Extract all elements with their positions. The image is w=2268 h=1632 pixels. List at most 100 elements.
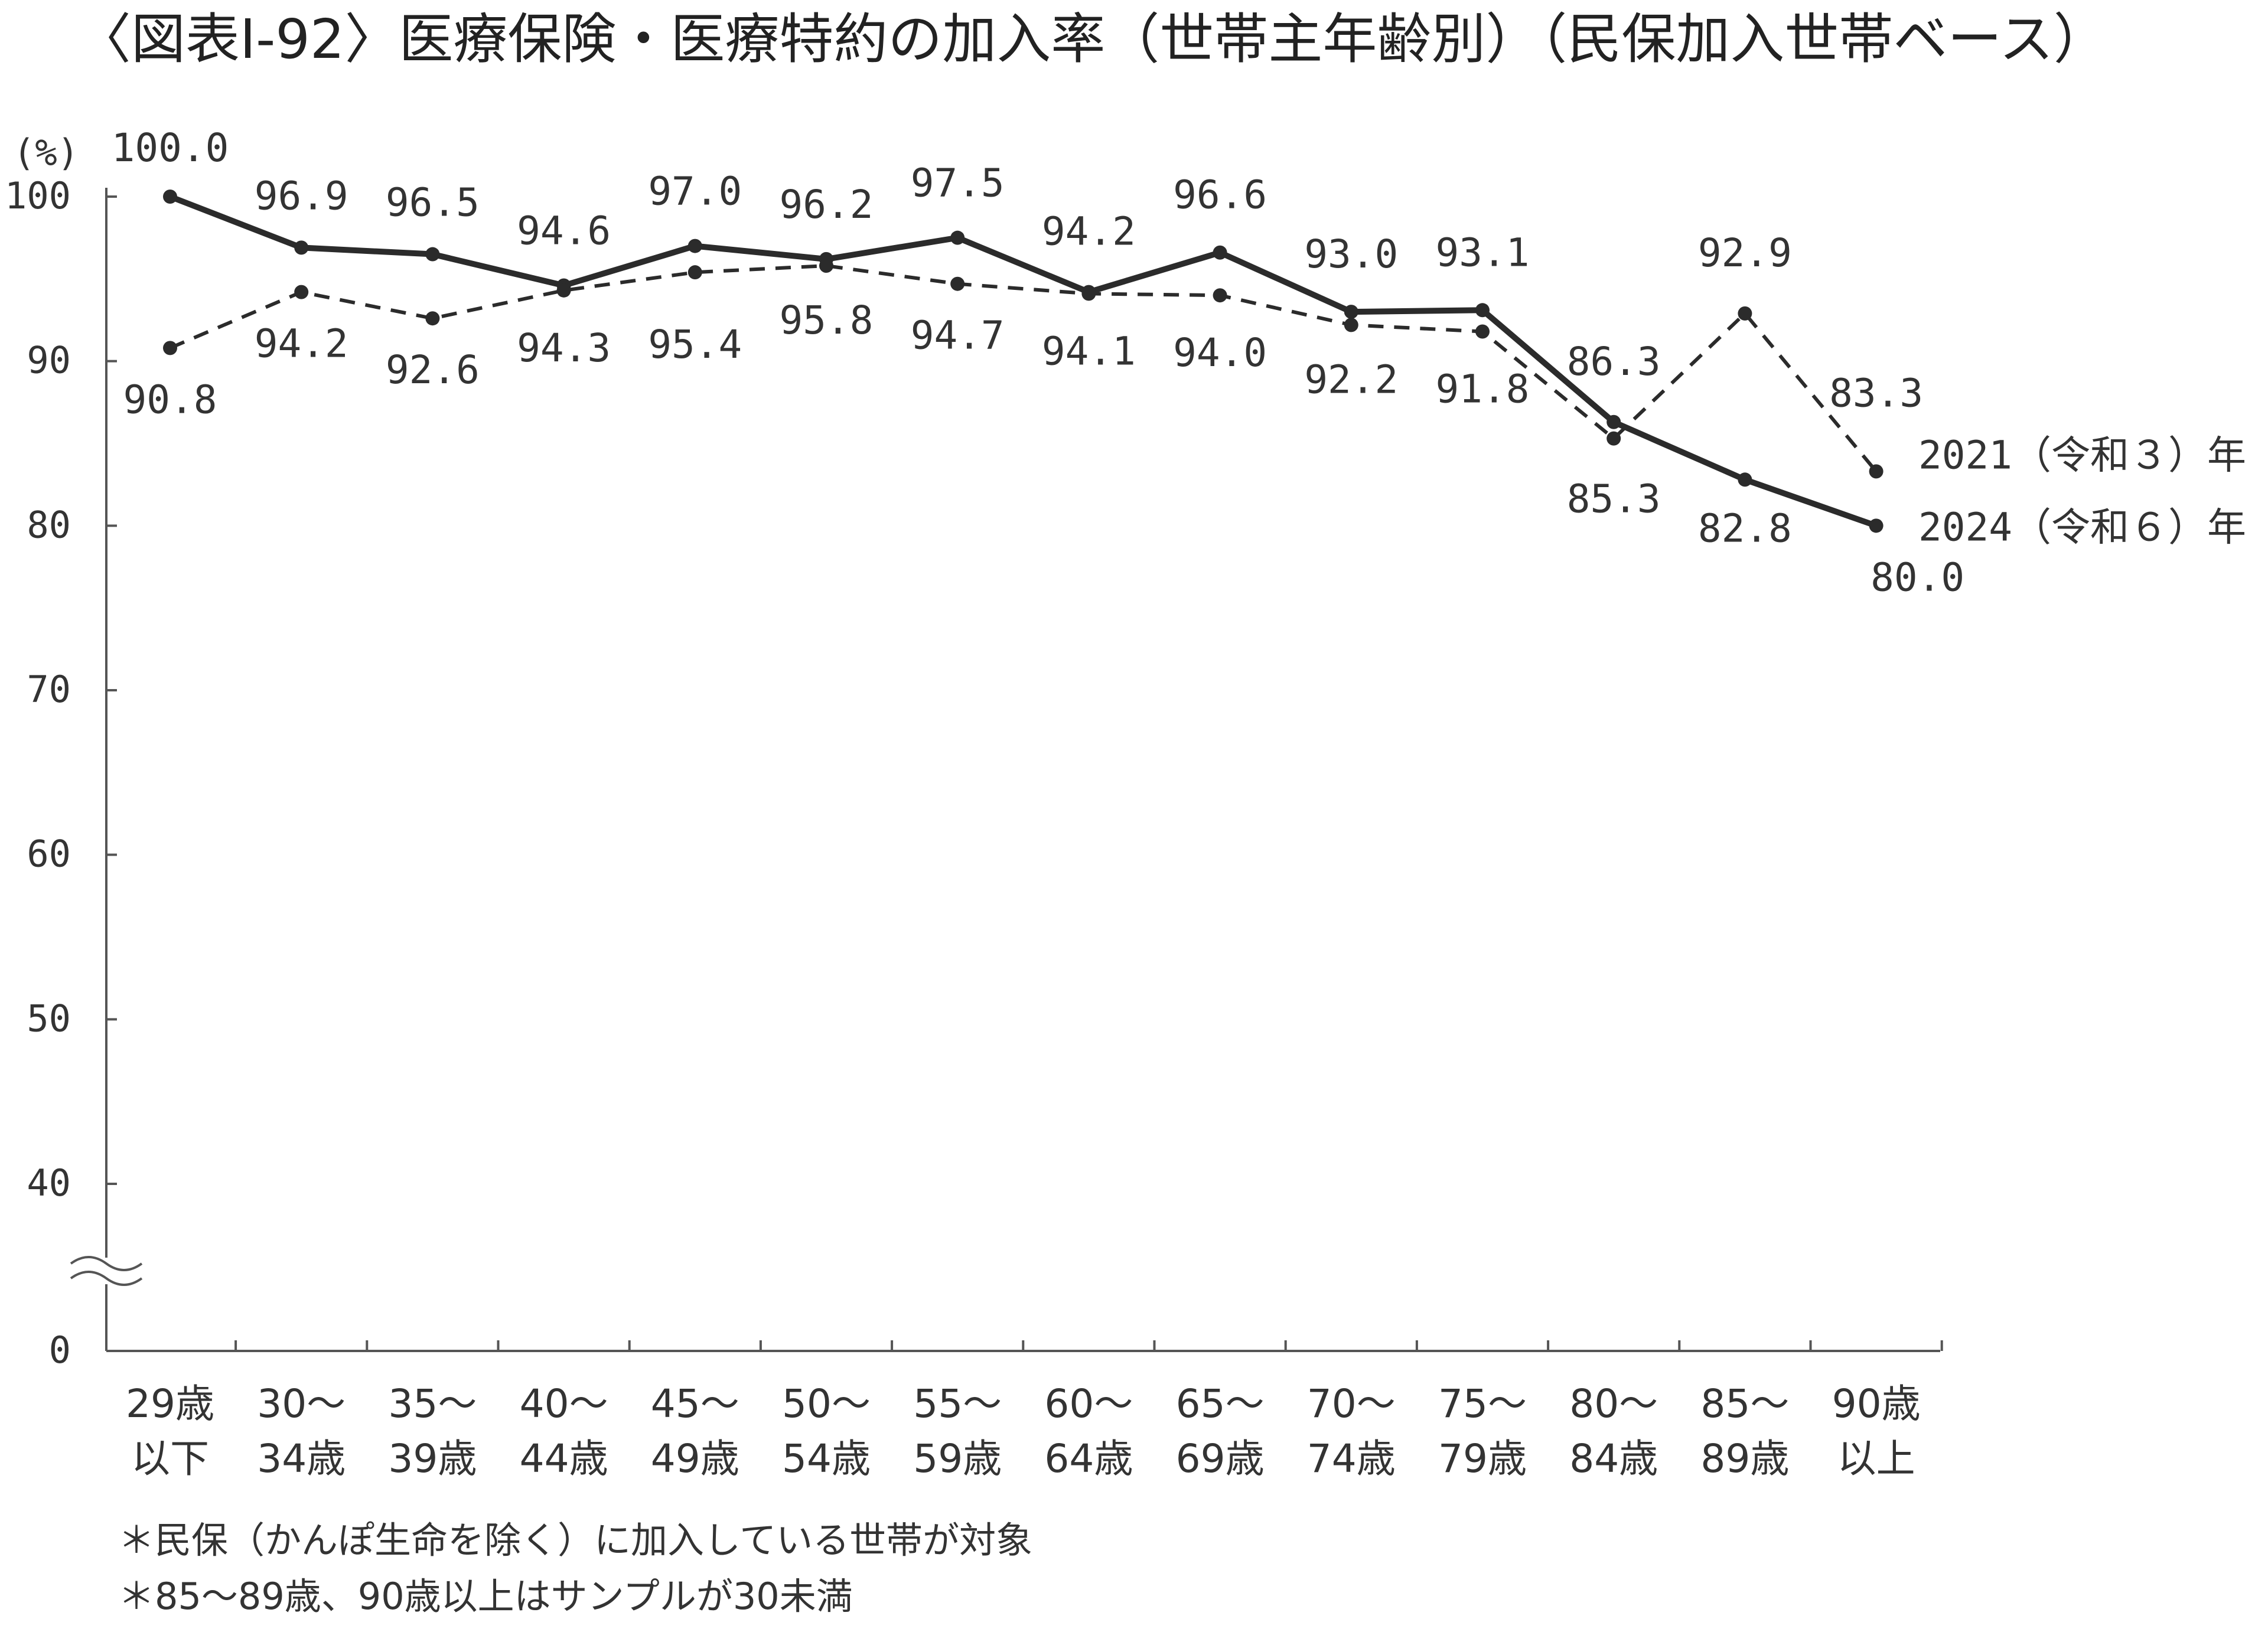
y-tick-label: 80 (27, 503, 71, 546)
x-category-label-line1: 30～ (257, 1381, 346, 1427)
x-category-label-line2: 以上 (1837, 1436, 1915, 1481)
x-category-label-line2: 89歳 (1700, 1436, 1789, 1481)
y-tick-label: 70 (27, 668, 71, 711)
x-category-label-line1: 40～ (520, 1381, 608, 1427)
data-label-2021: 92.2 (1304, 357, 1398, 402)
legend-2021: 2021（令和３）年 (1918, 432, 2246, 478)
x-category-label-line2: 44歳 (520, 1436, 608, 1481)
axis-break-mark (70, 1256, 143, 1286)
data-label-2021: 92.9 (1698, 230, 1792, 276)
data-label-2021: 95.8 (780, 298, 874, 343)
legend-2024: 2024（令和６）年 (1918, 504, 2246, 550)
data-label-2024: 80.0 (1871, 554, 1964, 600)
data-label-2024: 97.0 (648, 169, 742, 214)
y-tick-label: 50 (27, 997, 71, 1040)
data-label-2024: 82.8 (1698, 505, 1792, 551)
data-label-2024: 93.0 (1304, 231, 1398, 277)
data-point (819, 259, 833, 273)
x-category-label-line2: 49歳 (651, 1436, 739, 1481)
x-category-label-line2: 以下 (131, 1436, 209, 1481)
y-tick-label: 100 (5, 174, 71, 217)
data-point (163, 341, 177, 355)
data-point (1475, 303, 1490, 318)
data-labels: 100.0 96.9 96.5 94.6 97.0 96.2 97.5 94.2 96.6 93.… (112, 125, 1964, 600)
data-label-2024: 94.2 (1042, 209, 1136, 254)
data-point (294, 240, 309, 255)
x-category-label-line1: 50～ (782, 1381, 871, 1427)
data-point (1475, 324, 1490, 339)
x-category-label-line1: 55～ (913, 1381, 1002, 1427)
data-label-2024: 94.6 (517, 208, 611, 253)
x-category-label-line1: 90歳 (1832, 1381, 1921, 1427)
x-category-label-line1: 85～ (1700, 1381, 1789, 1427)
data-point (1606, 414, 1621, 429)
x-category-label-line1: 29歳 (126, 1381, 214, 1427)
y-tick-label: 0 (49, 1329, 71, 1372)
data-label-2024: 93.1 (1436, 230, 1530, 275)
data-point (1738, 472, 1752, 487)
data-label-2021: 94.1 (1042, 328, 1136, 374)
data-label-2021: 90.8 (123, 377, 217, 422)
x-category-label-line2: 84歳 (1569, 1436, 1658, 1481)
x-category-label-line1: 35～ (388, 1381, 477, 1427)
data-point (1738, 306, 1752, 321)
data-point (425, 247, 440, 262)
data-label-2024: 96.2 (780, 182, 874, 227)
x-category-label-line1: 45～ (651, 1381, 739, 1427)
x-category-label-line2: 74歳 (1307, 1436, 1396, 1481)
y-tick-label: 40 (27, 1161, 71, 1205)
data-label-2021: 92.6 (386, 347, 480, 393)
y-tick-labels: 100 90 80 70 60 50 40 0 (5, 174, 117, 1372)
data-label-2021: 95.4 (648, 322, 742, 367)
data-label-2024: 100.0 (112, 125, 229, 171)
x-category-label-line2: 59歳 (913, 1436, 1002, 1481)
x-category-label-line1: 75～ (1438, 1381, 1527, 1427)
series-line-2024 (169, 194, 1878, 529)
data-label-2024: 96.5 (386, 180, 480, 226)
data-point (163, 190, 177, 204)
data-point (1213, 245, 1227, 260)
x-category-label-line1: 80～ (1569, 1381, 1658, 1427)
series-points (163, 190, 1884, 533)
x-category-label-line1: 60～ (1044, 1381, 1133, 1427)
data-label-2024: 96.9 (255, 173, 348, 218)
data-label-2021: 94.2 (255, 321, 348, 367)
series-lines (169, 194, 1878, 529)
x-category-label-line2: 39歳 (388, 1436, 477, 1481)
data-point (1213, 288, 1227, 303)
data-point (294, 285, 309, 299)
data-point (687, 265, 702, 280)
data-label-2021: 91.8 (1436, 367, 1530, 412)
data-label-2021: 83.3 (1829, 370, 1923, 416)
legend: 2021（令和３）年 2024（令和６）年 (1918, 432, 2246, 550)
footnotes: ＊民保（かんぽ生命を除く）に加入している世帯が対象 ＊85～89歳、90歳以上はサ… (118, 1519, 1032, 1618)
data-point (1081, 286, 1096, 301)
data-label-2021: 85.3 (1567, 476, 1661, 522)
x-category-label-line1: 65～ (1176, 1381, 1265, 1427)
x-category-label-line2: 34歳 (257, 1436, 346, 1481)
data-point (1344, 305, 1358, 319)
data-label-2024: 97.5 (911, 161, 1005, 206)
x-category-label-line2: 64歳 (1044, 1436, 1133, 1481)
data-label-2021: 94.3 (517, 325, 611, 371)
footnote: ＊民保（かんぽ生命を除く）に加入している世帯が対象 (118, 1519, 1032, 1562)
y-tick-label: 90 (27, 339, 71, 382)
data-point (950, 230, 965, 245)
y-tick-label: 60 (27, 833, 71, 876)
data-point (1606, 431, 1621, 446)
x-category-label-line2: 54歳 (782, 1436, 871, 1481)
data-label-2024: 96.6 (1173, 172, 1267, 218)
x-category-label-line1: 70～ (1307, 1381, 1396, 1427)
data-point (950, 276, 965, 291)
y-axis-unit: (%) (13, 131, 79, 174)
data-point (1869, 518, 1884, 533)
data-label-2021: 94.7 (911, 313, 1005, 358)
x-category-label-line2: 69歳 (1176, 1436, 1265, 1481)
data-point (1869, 464, 1884, 479)
data-point (425, 311, 440, 326)
chart-title: 〈図表Ⅰ-92〉医療保険・医療特約の加入率（世帯主年齢別）（民保加入世帯ベース） (77, 8, 2108, 71)
x-category-label-line2: 79歳 (1438, 1436, 1527, 1481)
data-point (687, 239, 702, 253)
